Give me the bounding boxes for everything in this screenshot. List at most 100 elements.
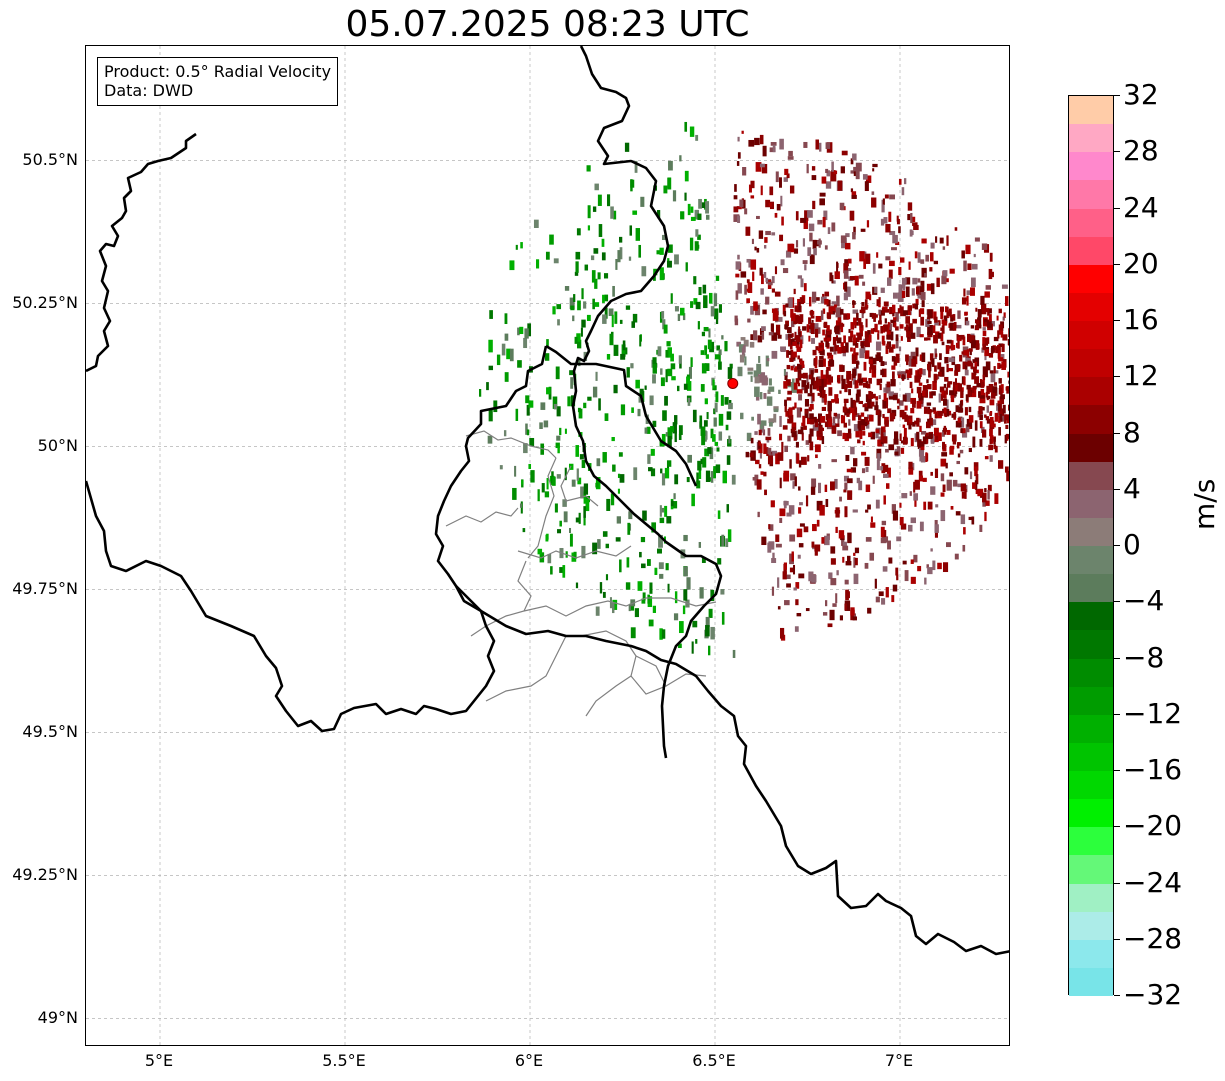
echo-cell (704, 448, 710, 457)
echo-cell (937, 332, 942, 339)
echo-cell (971, 340, 977, 346)
echo-cell (850, 347, 853, 352)
lat-label: 49°N (37, 1008, 78, 1028)
echo-cell (934, 519, 938, 525)
echo-cell (851, 191, 857, 196)
echo-cell (693, 276, 697, 285)
echo-cell (864, 562, 869, 569)
echo-cell (633, 467, 638, 481)
echo-cell (691, 493, 695, 507)
colorbar-tick-label: 4 (1123, 471, 1141, 505)
echo-cell (940, 327, 944, 331)
echo-cell (796, 453, 800, 464)
echo-cell (927, 324, 933, 335)
echo-cell (974, 325, 979, 331)
echo-cell (969, 349, 972, 356)
echo-cell (619, 474, 625, 483)
echo-cell (802, 260, 808, 264)
echo-cell (811, 478, 817, 488)
echo-cell (818, 464, 822, 469)
echo-cell (990, 423, 996, 428)
echo-cell (901, 440, 904, 444)
echo-cell (931, 391, 936, 396)
echo-cell (897, 371, 903, 376)
echo-cell (1000, 394, 1005, 400)
echo-cell (707, 447, 712, 454)
echo-cell (900, 311, 906, 317)
echo-cell (920, 430, 927, 435)
echo-cell (835, 325, 840, 334)
echo-cell (866, 422, 870, 429)
echo-cell (676, 385, 680, 392)
echo-cell (839, 615, 844, 621)
colorbar-segment (1069, 405, 1113, 434)
echo-cell (883, 328, 888, 332)
echo-cell (784, 324, 789, 330)
echo-cell (974, 376, 980, 384)
echo-cell (932, 407, 936, 412)
echo-cell (575, 261, 579, 273)
echo-cell (831, 222, 836, 232)
echo-cell (708, 645, 711, 656)
echo-cell (785, 379, 791, 386)
echo-cell (784, 399, 787, 406)
echo-cell (912, 216, 916, 222)
echo-cell (837, 347, 842, 354)
echo-cell (882, 566, 888, 572)
echo-cell (597, 272, 601, 280)
echo-cell (913, 481, 916, 493)
echo-cell (840, 235, 847, 243)
echo-cell (864, 336, 870, 348)
echo-cell (852, 377, 856, 385)
echo-cell (784, 600, 790, 606)
echo-cell (642, 592, 646, 601)
echo-cell (683, 589, 688, 601)
echo-cell (949, 445, 955, 450)
echo-cell (1008, 404, 1009, 411)
echo-cell (878, 263, 883, 269)
echo-cell (692, 620, 698, 628)
echo-cell (971, 516, 975, 525)
echo-cell (966, 295, 969, 306)
echo-cell (628, 511, 633, 520)
echo-cell (785, 250, 792, 258)
echo-cell (880, 427, 884, 437)
map-canvas[interactable] (86, 46, 1010, 1046)
echo-cell (734, 184, 737, 192)
echo-cell (964, 467, 969, 475)
echo-cell (844, 579, 849, 585)
echo-cell (917, 439, 922, 447)
echo-cell (647, 454, 651, 464)
echo-cell (971, 372, 976, 380)
echo-cell (725, 538, 729, 548)
echo-cell (950, 394, 955, 403)
map-panel[interactable] (85, 45, 1010, 1046)
echo-cell (618, 236, 623, 243)
echo-cell (756, 363, 762, 375)
echo-cell (998, 416, 1001, 423)
echo-cell (496, 354, 501, 366)
echo-cell (802, 326, 807, 331)
echo-cell (909, 381, 913, 389)
echo-cell (674, 474, 679, 485)
echo-cell (831, 280, 836, 284)
echo-cell (552, 396, 558, 409)
map-title: 05.07.2025 08:23 UTC (345, 4, 750, 45)
echo-cell (536, 259, 540, 269)
echo-cell (792, 341, 797, 346)
echo-cell (916, 400, 922, 409)
echo-cell (875, 410, 880, 416)
echo-cell (875, 314, 878, 318)
echo-cell (984, 321, 987, 326)
echo-cell (773, 408, 779, 413)
echo-cell (791, 354, 796, 362)
echo-cell (962, 544, 966, 552)
echo-cell (901, 493, 908, 499)
echo-cell (949, 322, 955, 331)
echo-cell (885, 256, 891, 261)
echo-cell (796, 346, 802, 352)
echo-cell (659, 267, 664, 281)
echo-cell (765, 277, 769, 283)
echo-cell (670, 500, 674, 507)
echo-cell (814, 369, 819, 373)
